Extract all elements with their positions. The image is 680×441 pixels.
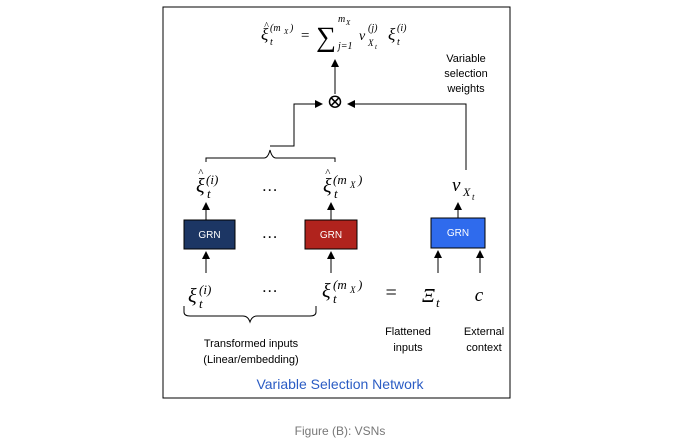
grn-box-mx-rect — [304, 219, 358, 250]
diagram-frame — [162, 6, 511, 399]
processed-mx-hat: ^ — [325, 167, 331, 179]
inputs-bracket — [183, 306, 317, 324]
weights-label: Variable selection weights — [444, 53, 487, 95]
input-i: ξ (i) t — [188, 282, 211, 311]
formula-sum-upper: m — [338, 14, 345, 25]
formula-lhs-sub: t — [270, 37, 273, 48]
input-mx-sup-close: ) — [357, 277, 362, 292]
processed-to-otimes-arrow — [270, 100, 323, 147]
grn-box-v: GRN — [430, 217, 486, 249]
flattened-inputs-label: Flattened inputs — [385, 326, 431, 354]
input-mx-sub: t — [333, 291, 337, 306]
processed-i-hat: ^ — [198, 167, 204, 179]
grn-box-i-rect — [183, 219, 236, 250]
external-context-label: External context — [464, 326, 504, 354]
weights-label-line-3: weights — [446, 83, 485, 95]
grn-ellipsis: … — [263, 225, 277, 242]
processed-output-i: ξ ^ (i) t — [196, 167, 218, 201]
context-symbol: c — [475, 285, 484, 306]
processed-ellipsis: … — [263, 178, 277, 195]
formula-xi-base: ξ — [388, 25, 396, 44]
transformed-label-line-2: (Linear/embedding) — [203, 354, 298, 366]
flattened-xi: Ξ t — [422, 285, 440, 310]
input-mx: ξ (m X ) t — [322, 277, 362, 306]
v-output: v X t — [452, 175, 475, 202]
processed-i-base: ξ — [196, 175, 205, 197]
formula-lhs-sup: (m — [270, 23, 281, 34]
diagram-title: Variable Selection Network — [256, 376, 424, 392]
input-i-sup: (i) — [199, 282, 211, 297]
v-output-base: v — [452, 175, 461, 196]
grn-box-v-rect — [430, 217, 486, 249]
input-i-sub: t — [199, 296, 203, 311]
formula-v-sup: (j) — [368, 23, 378, 34]
v-output-sub-sub: t — [472, 192, 475, 202]
processed-mx-base: ξ — [323, 175, 332, 197]
formula-lhs-sup-sub: X — [283, 28, 289, 36]
formula-equals: = — [300, 28, 310, 44]
grn-box-i: GRN — [183, 219, 236, 250]
formula-xi-sub: t — [397, 37, 400, 48]
formula-lhs-hat: ^ — [264, 21, 269, 32]
input-mx-sup: (m — [333, 277, 347, 292]
xi-sub: t — [436, 295, 440, 310]
formula-lhs-base: ξ — [261, 25, 269, 44]
input-i-base: ξ — [188, 285, 197, 307]
processed-mx-sup-sub: X — [349, 180, 356, 190]
transformed-inputs-label: Transformed inputs (Linear/embedding) — [203, 338, 298, 366]
processed-i-sup: (i) — [206, 172, 218, 187]
inputs-equals: = — [384, 282, 398, 304]
formula-v-sub-sub: t — [375, 43, 378, 51]
processed-i-sub: t — [207, 186, 211, 201]
processed-mx-sub: t — [334, 186, 338, 201]
weights-label-line-2: selection — [444, 68, 487, 80]
vsn-formula: ξ ^ (m X ) t = ∑ m X j=1 v (j) X t ξ (i)… — [261, 14, 407, 53]
context-label-line-1: External — [464, 326, 504, 338]
weights-arrow — [347, 100, 467, 170]
grn-box-mx-label: GRN — [320, 230, 342, 241]
xi-base: Ξ — [422, 285, 435, 307]
weights-label-line-1: Variable — [446, 53, 486, 65]
grn-box-v-label: GRN — [447, 228, 469, 239]
input-mx-sup-sub: X — [349, 285, 356, 295]
flattened-label-line-1: Flattened — [385, 326, 431, 338]
processed-bracket — [205, 149, 336, 162]
transformed-label-line-1: Transformed inputs — [204, 338, 299, 350]
processed-output-mx: ξ ^ (m X ) t — [323, 167, 362, 201]
multiply-operator: ⊗ — [327, 91, 344, 113]
input-ellipsis: … — [263, 279, 277, 296]
processed-mx-sup-close: ) — [357, 172, 362, 187]
figure-caption: Figure (B): VSNs — [294, 424, 386, 438]
formula-sum-upper-sub: X — [345, 19, 351, 27]
formula-sum: ∑ — [316, 22, 336, 53]
formula-sum-lower: j=1 — [336, 41, 353, 52]
context-label-line-2: context — [466, 342, 501, 354]
formula-v-sub: X — [367, 38, 374, 48]
formula-v-base: v — [359, 29, 366, 44]
flattened-label-line-2: inputs — [393, 342, 423, 354]
formula-lhs-sup-close: ) — [289, 23, 294, 34]
grn-box-mx: GRN — [304, 219, 358, 250]
processed-mx-sup: (m — [333, 172, 347, 187]
v-output-sub: X — [462, 185, 471, 199]
formula-xi-sup: (i) — [397, 23, 407, 34]
input-mx-base: ξ — [322, 280, 331, 302]
grn-box-i-label: GRN — [198, 230, 220, 241]
